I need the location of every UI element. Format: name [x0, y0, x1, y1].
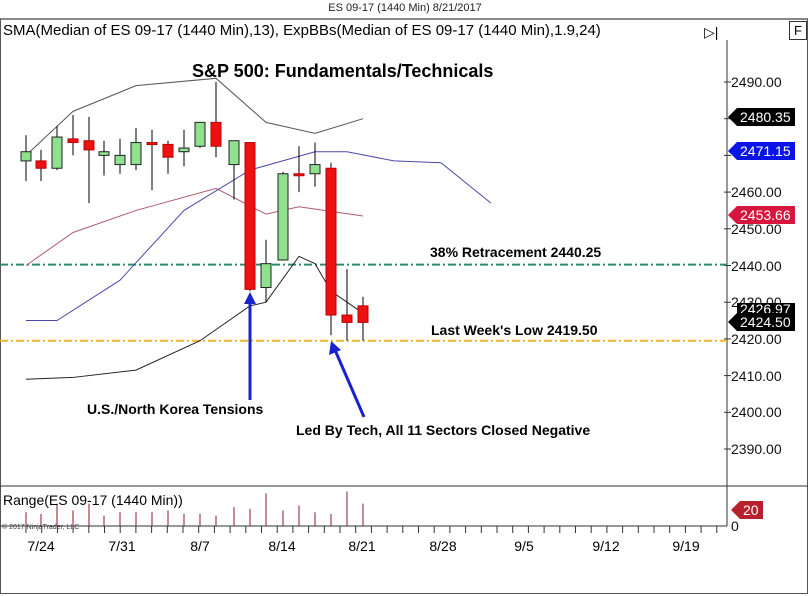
- candle: [194, 121, 206, 147]
- candle: [162, 143, 174, 158]
- price-tag-bb-lower: 2426.97: [737, 303, 795, 315]
- candle: [146, 142, 158, 146]
- x-tick-9-19: 9/19: [672, 538, 700, 554]
- y-tick-2490: 2490.00: [731, 74, 782, 90]
- candle: [357, 305, 369, 323]
- candle: [228, 140, 240, 166]
- x-tick-7-31: 7/31: [108, 538, 136, 554]
- candle: [309, 164, 321, 175]
- x-tick-8-21: 8/21: [348, 538, 376, 554]
- window-title: ES 09-17 (1440 Min) 8/21/2017: [328, 2, 482, 14]
- y-tick-2450: 2450.00: [731, 221, 782, 237]
- candle: [51, 136, 63, 169]
- x-tick-8-28: 8/28: [429, 538, 457, 554]
- candle: [260, 263, 272, 289]
- range-indicator-label: Range(ES 09-17 (1440 Min)): [3, 492, 183, 508]
- y-tick-2400: 2400.00: [731, 404, 782, 420]
- last-week-low-label: Last Week's Low 2419.50: [431, 322, 598, 338]
- candle: [67, 138, 79, 144]
- tech-annotation: Led By Tech, All 11 Sectors Closed Negat…: [296, 422, 591, 438]
- y-tick-2390: 2390.00: [731, 441, 782, 457]
- candle: [130, 142, 142, 166]
- f-button[interactable]: F: [789, 21, 807, 40]
- x-tick-9-12: 9/12: [592, 538, 620, 554]
- price-tag-bb-middle: 2471.15: [728, 142, 795, 160]
- candle: [98, 151, 110, 156]
- retracement-label: 38% Retracement 2440.25: [430, 244, 602, 260]
- x-tick-8-7: 8/7: [190, 538, 210, 554]
- annotation-arrows: [244, 292, 366, 418]
- y-tick-2410: 2410.00: [731, 368, 782, 384]
- candle: [178, 147, 190, 153]
- y-tick-2460: 2460.00: [731, 184, 782, 200]
- candle: [210, 121, 222, 147]
- bb_middle-line: [26, 151, 492, 322]
- chart-frame: [0, 18, 808, 594]
- indicator-label: SMA(Median of ES 09-17 (1440 Min),13), E…: [3, 22, 601, 39]
- candle: [293, 173, 305, 177]
- bb_lower-line: [25, 255, 364, 380]
- candle: [35, 160, 47, 169]
- chart-title: S&P 500: Fundamentals/Technicals: [192, 61, 494, 81]
- x-tick-8-14: 8/14: [268, 538, 296, 554]
- range-value-tag: 20: [731, 501, 763, 519]
- candle: [277, 173, 289, 261]
- candle: [244, 142, 256, 290]
- bb_upper-line: [25, 77, 364, 156]
- y-tick-2420: 2420.00: [731, 331, 782, 347]
- korea-annotation: U.S./North Korea Tensions: [87, 401, 264, 417]
- range-y-tick-0: 0: [731, 518, 739, 534]
- x-tick-9-5: 9/5: [514, 538, 534, 554]
- candle: [114, 154, 126, 166]
- price-tag-sma: 2453.66: [728, 206, 795, 224]
- price-tag-last: 2480.35: [728, 108, 795, 126]
- candle: [20, 151, 32, 162]
- scroll-to-end-icon[interactable]: ▷|: [704, 24, 719, 40]
- y-tick-2440: 2440.00: [731, 258, 782, 274]
- sma_13-line: [25, 187, 364, 266]
- candle: [325, 167, 337, 316]
- candle: [83, 140, 95, 151]
- price-tag-close: 2424.50: [728, 313, 795, 331]
- candle: [341, 314, 353, 323]
- copyright: © 2017 NinjaTrader, LLC: [2, 524, 80, 531]
- x-tick-7-24: 7/24: [27, 538, 55, 554]
